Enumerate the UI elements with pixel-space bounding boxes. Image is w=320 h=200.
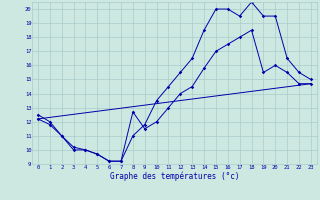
X-axis label: Graphe des températures (°c): Graphe des températures (°c)	[110, 171, 239, 181]
